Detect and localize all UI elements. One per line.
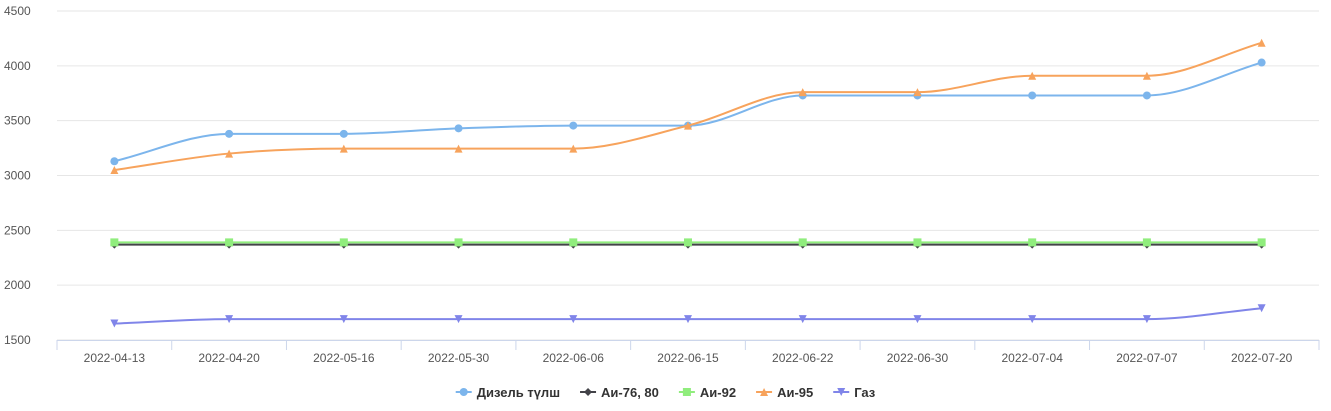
- legend-item[interactable]: Аи-95: [756, 385, 813, 400]
- data-point: [1142, 315, 1151, 324]
- x-tick-label: 2022-05-16: [313, 351, 375, 365]
- legend-item[interactable]: Дизель түлш: [455, 385, 560, 400]
- data-point: [110, 166, 119, 175]
- data-point: [569, 144, 578, 153]
- series-line: [114, 41, 1262, 172]
- legend-marker: [682, 388, 691, 396]
- data-point: [1028, 91, 1037, 100]
- y-tick-label: 2000: [4, 278, 31, 292]
- data-point: [339, 315, 348, 324]
- data-point: [1257, 58, 1266, 67]
- data-point: [339, 144, 348, 153]
- data-point: [913, 315, 922, 324]
- legend-item[interactable]: Газ: [833, 385, 876, 400]
- data-point: [225, 149, 234, 158]
- series-4: [110, 304, 1266, 328]
- data-point: [454, 144, 463, 153]
- data-point: [454, 124, 463, 133]
- data-point: [110, 238, 119, 247]
- data-point: [339, 129, 348, 138]
- x-tick-label: 2022-04-20: [198, 351, 260, 365]
- data-point: [225, 129, 234, 138]
- legend-label: Аи-92: [700, 385, 736, 400]
- data-point: [913, 238, 922, 247]
- x-tick-label: 2022-06-30: [887, 351, 949, 365]
- x-tick-label: 2022-04-13: [84, 351, 146, 365]
- data-point: [798, 238, 807, 247]
- data-point: [569, 121, 578, 130]
- data-point: [684, 121, 692, 130]
- x-tick-label: 2022-05-30: [428, 351, 490, 365]
- data-point: [1257, 38, 1266, 47]
- y-tick-label: 2500: [4, 223, 31, 237]
- x-tick-label: 2022-07-07: [1116, 351, 1178, 365]
- data-point: [569, 315, 578, 324]
- x-tick-label: 2022-07-20: [1231, 351, 1293, 365]
- data-point: [569, 238, 578, 247]
- x-axis: 2022-04-13 2022-04-20 2022-05-16 2022-05-30…: [56, 340, 1320, 365]
- data-point: [454, 238, 463, 247]
- x-tick-label: 2022-06-22: [772, 351, 834, 365]
- data-point: [798, 315, 807, 324]
- legend-label: Аи-76, 80: [601, 385, 659, 400]
- series-2: [110, 238, 1266, 247]
- legend-marker: [459, 388, 468, 396]
- data-point: [1028, 71, 1037, 80]
- data-point: [913, 88, 922, 97]
- legend-item[interactable]: Аи-76, 80: [580, 385, 659, 400]
- legend-marker: [760, 388, 769, 396]
- x-tick-label: 2022-06-06: [543, 351, 605, 365]
- data-point: [1142, 91, 1151, 100]
- data-point: [1257, 304, 1266, 313]
- data-point: [1028, 315, 1037, 324]
- y-tick-label: 3000: [4, 169, 31, 183]
- grid-lines: [57, 10, 1319, 341]
- legend-label: Газ: [854, 385, 876, 400]
- data-point: [798, 88, 807, 97]
- y-tick-label: 1500: [4, 333, 31, 347]
- legend-marker: [837, 388, 846, 396]
- x-tick-label: 2022-06-15: [657, 351, 719, 365]
- y-tick-label: 4000: [4, 59, 31, 73]
- legend-marker: [584, 388, 593, 396]
- data-point: [1257, 238, 1266, 247]
- y-tick-label: 3500: [4, 114, 31, 128]
- legend-label: Дизель түлш: [477, 385, 560, 400]
- data-point: [339, 238, 348, 247]
- legend-item[interactable]: Аи-92: [678, 385, 736, 400]
- data-point: [1142, 238, 1151, 247]
- data-point: [225, 315, 234, 324]
- series-group: [110, 38, 1266, 328]
- data-point: [110, 157, 119, 166]
- data-point: [454, 315, 463, 324]
- data-point: [225, 238, 234, 247]
- x-tick-label: 2022-07-04: [1001, 351, 1063, 365]
- data-point: [684, 238, 692, 247]
- y-axis: 1500 2000 2500 3000 3500 4000 4500: [4, 4, 31, 347]
- y-tick-label: 4500: [4, 4, 31, 18]
- legend[interactable]: Дизель түлш Аи-76, 80 Аи-92 Аи-95 Газ: [455, 385, 876, 400]
- data-point: [110, 319, 119, 328]
- legend-label: Аи-95: [777, 385, 813, 400]
- series-3: [110, 38, 1266, 175]
- data-point: [684, 315, 692, 324]
- data-point: [1142, 71, 1151, 80]
- series-line: [114, 61, 1262, 163]
- data-point: [1028, 238, 1037, 247]
